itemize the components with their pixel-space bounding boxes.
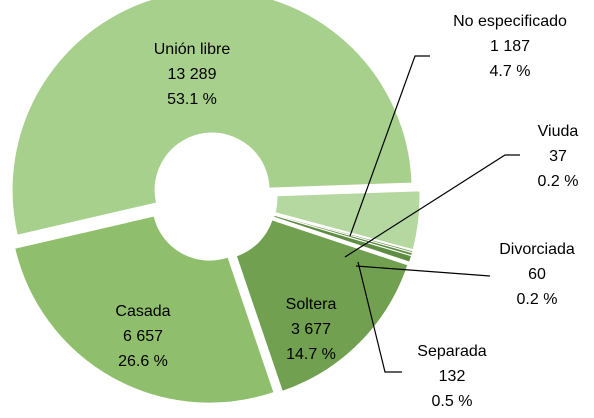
leader-line [355,265,491,277]
slice [235,219,409,392]
slice-label: Divorciada [499,241,575,258]
slice-label: Separada [417,343,486,360]
percentage-label: 14.7 % [286,346,336,363]
value-label: 1 187 [490,38,530,55]
value-label: 6 657 [123,328,163,345]
leader-line [357,261,402,373]
slice-label: Casada [115,303,170,320]
percentage-label: 53.1 % [167,91,217,108]
slice [11,0,413,236]
leader-line [349,55,430,237]
value-label: 3 677 [291,321,331,338]
value-label: 13 289 [168,66,217,83]
leader-line [344,154,520,258]
slice [274,190,421,251]
slice [274,213,414,254]
slice-label: Unión libre [154,41,231,58]
percentage-label: 0.2 % [538,173,579,190]
value-label: 132 [439,368,466,385]
percentage-label: 26.6 % [118,353,168,370]
slice-label: Soltera [286,296,337,313]
slice-label: Viuda [538,123,579,140]
slice [14,215,275,404]
value-label: 60 [528,266,546,283]
percentage-label: 0.5 % [432,393,473,410]
percentage-label: 0.2 % [517,291,558,308]
slice-label: No especificado [453,13,567,30]
value-label: 37 [549,148,567,165]
percentage-label: 4.7 % [490,63,531,80]
